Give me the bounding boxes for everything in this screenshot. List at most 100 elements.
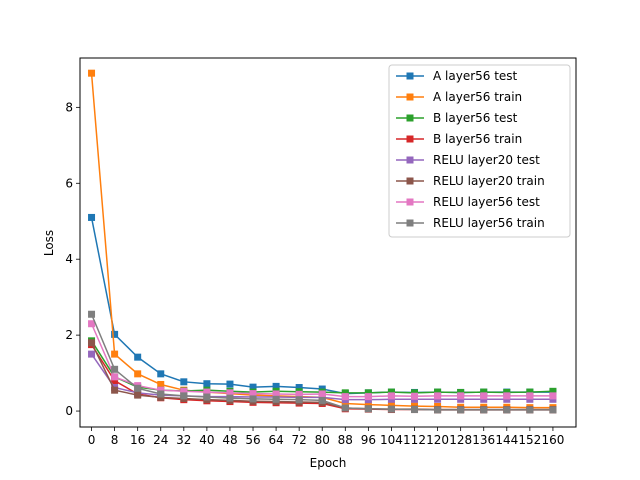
data-point <box>134 370 142 378</box>
data-point <box>111 365 119 373</box>
data-point <box>480 406 488 414</box>
data-point <box>203 388 211 396</box>
data-point <box>434 406 442 414</box>
x-axis: 0 8 16 24 32 40 48 56 64 72 80 88 96 104 112 120 128 136 1… <box>88 427 564 447</box>
legend-label: RELU layer20 test <box>433 153 540 167</box>
data-point <box>249 383 257 391</box>
data-point <box>134 353 142 361</box>
plot-area <box>79 57 577 428</box>
legend-marker <box>406 219 414 227</box>
legend-label: A layer56 train <box>433 90 522 104</box>
x-tick-label: 80 <box>315 433 330 447</box>
data-point <box>88 350 96 358</box>
y-tick-label: 0 <box>65 404 73 418</box>
data-point <box>157 370 165 378</box>
x-tick-label: 0 <box>88 433 96 447</box>
legend-label: B layer56 test <box>433 111 518 125</box>
data-point <box>295 384 303 392</box>
series-layer <box>88 69 557 414</box>
data-point <box>411 406 419 414</box>
legend-item: A layer56 test <box>396 69 518 83</box>
legend-box <box>388 64 571 238</box>
data-point <box>180 392 188 400</box>
x-tick-label: 64 <box>268 433 283 447</box>
data-point <box>249 390 257 398</box>
legend-marker <box>406 114 414 122</box>
legend-item: RELU layer20 train <box>396 174 545 188</box>
data-point <box>111 373 119 381</box>
x-tick-label: 152 <box>518 433 541 447</box>
data-point <box>203 380 211 388</box>
x-tick-label: 16 <box>130 433 145 447</box>
legend-item: B layer56 test <box>396 111 518 125</box>
data-point <box>341 393 349 401</box>
data-point <box>457 406 465 414</box>
data-point <box>364 389 372 397</box>
legend: A layer56 test A layer56 train B layer56 t… <box>388 64 571 238</box>
x-tick-label: 40 <box>199 433 214 447</box>
x-axis-title: Epoch <box>310 456 347 470</box>
data-point <box>88 310 96 318</box>
y-axis: 0 2 4 6 8 <box>65 100 80 418</box>
data-point <box>526 406 534 414</box>
data-point <box>411 392 419 400</box>
legend-label: RELU layer56 train <box>433 216 545 230</box>
data-point <box>387 405 395 413</box>
data-point <box>111 386 119 394</box>
data-point <box>88 339 96 347</box>
data-point <box>157 380 165 388</box>
legend-marker <box>406 177 414 185</box>
data-point <box>295 390 303 398</box>
data-point <box>88 320 96 328</box>
legend-item: A layer56 train <box>396 90 522 104</box>
data-point <box>387 392 395 400</box>
data-point <box>434 388 442 396</box>
x-tick-label: 88 <box>338 433 353 447</box>
data-point <box>226 389 234 397</box>
x-tick-label: 8 <box>111 433 119 447</box>
legend-label: RELU layer56 test <box>433 195 540 209</box>
data-point <box>111 350 119 358</box>
legend-marker <box>406 198 414 206</box>
x-tick-label: 32 <box>176 433 191 447</box>
data-point <box>157 390 165 398</box>
data-point <box>503 392 511 400</box>
legend-marker <box>406 72 414 80</box>
data-point <box>180 378 188 386</box>
data-point <box>272 395 280 403</box>
y-axis-title: Loss <box>42 230 56 256</box>
data-point <box>387 401 395 409</box>
data-point <box>111 330 119 338</box>
x-tick-label: 56 <box>245 433 260 447</box>
series-6 <box>88 320 557 401</box>
data-point <box>134 391 142 399</box>
x-tick-label: 104 <box>380 433 403 447</box>
data-point <box>226 380 234 388</box>
legend-label: RELU layer20 train <box>433 174 545 188</box>
legend-label: B layer56 train <box>433 132 522 146</box>
data-point <box>341 389 349 397</box>
x-tick-label: 96 <box>361 433 376 447</box>
x-tick-label: 112 <box>403 433 426 447</box>
data-point <box>157 386 165 394</box>
data-point <box>364 393 372 401</box>
x-tick-label: 48 <box>222 433 237 447</box>
data-point <box>180 387 188 395</box>
data-point <box>341 404 349 412</box>
data-point <box>134 384 142 392</box>
series-7 <box>88 310 557 414</box>
data-point <box>203 393 211 401</box>
x-tick-label: 128 <box>449 433 472 447</box>
data-point <box>549 387 557 395</box>
legend-marker <box>406 135 414 143</box>
data-point <box>88 69 96 77</box>
data-point <box>526 388 534 396</box>
data-point <box>318 390 326 398</box>
x-tick-label: 136 <box>472 433 495 447</box>
data-point <box>480 388 488 396</box>
data-point <box>272 390 280 398</box>
data-point <box>341 399 349 407</box>
y-tick-label: 4 <box>65 252 73 266</box>
data-point <box>364 405 372 413</box>
